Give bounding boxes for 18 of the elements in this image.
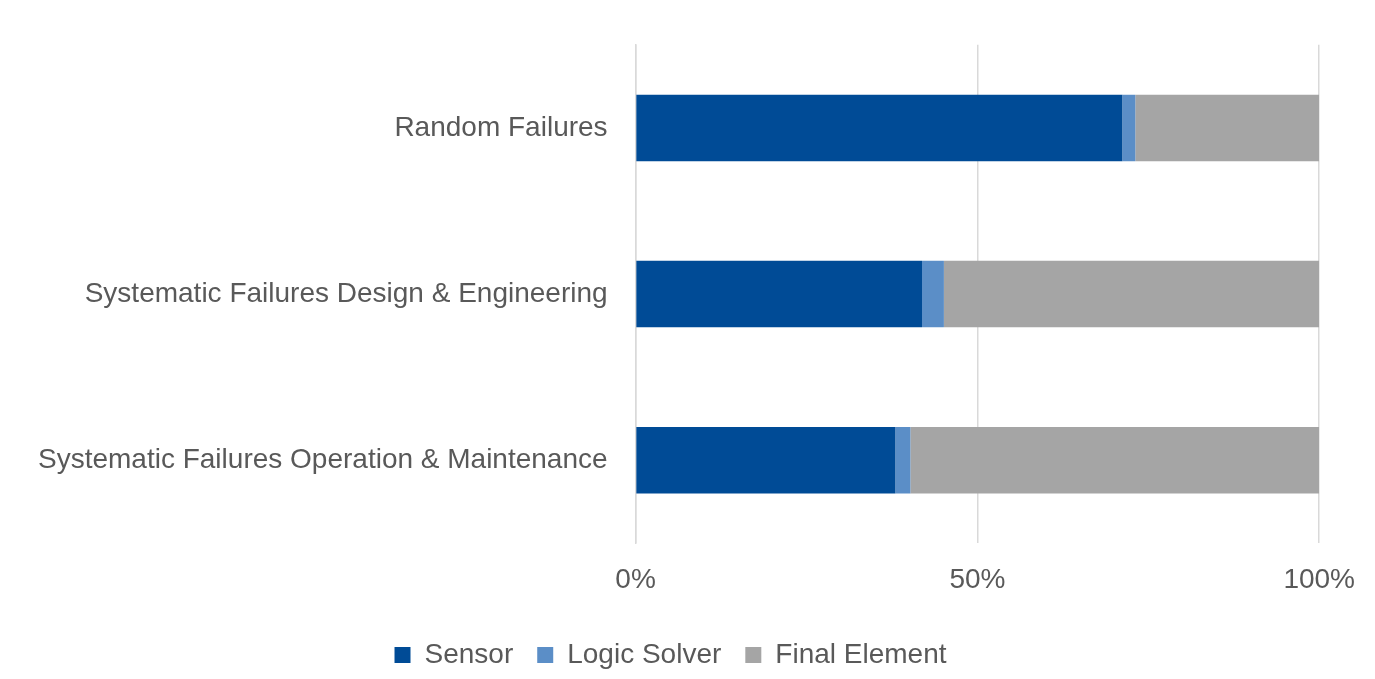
bar bbox=[895, 427, 911, 494]
bar bbox=[636, 94, 1123, 162]
x-tick-label: 100% bbox=[1283, 562, 1356, 594]
y-tick-label: Systematic Failures Operation & Maintenance bbox=[37, 443, 608, 475]
y-tick-label: Random Failures bbox=[394, 110, 608, 142]
legend-label: Sensor bbox=[424, 637, 514, 669]
bar bbox=[1135, 94, 1320, 162]
legend-label: Final Element bbox=[775, 637, 947, 669]
legend-label: Logic Solver bbox=[567, 637, 722, 669]
y-tick-label: Systematic Failures Design & Engineering bbox=[84, 276, 608, 308]
bar bbox=[943, 260, 1320, 328]
x-tick-label: 0% bbox=[615, 562, 656, 594]
x-tick-label: 50% bbox=[949, 562, 1006, 594]
bar bbox=[910, 427, 1320, 494]
bar bbox=[1122, 94, 1136, 162]
bar bbox=[922, 260, 944, 328]
bar bbox=[636, 427, 896, 494]
bar bbox=[636, 260, 923, 328]
